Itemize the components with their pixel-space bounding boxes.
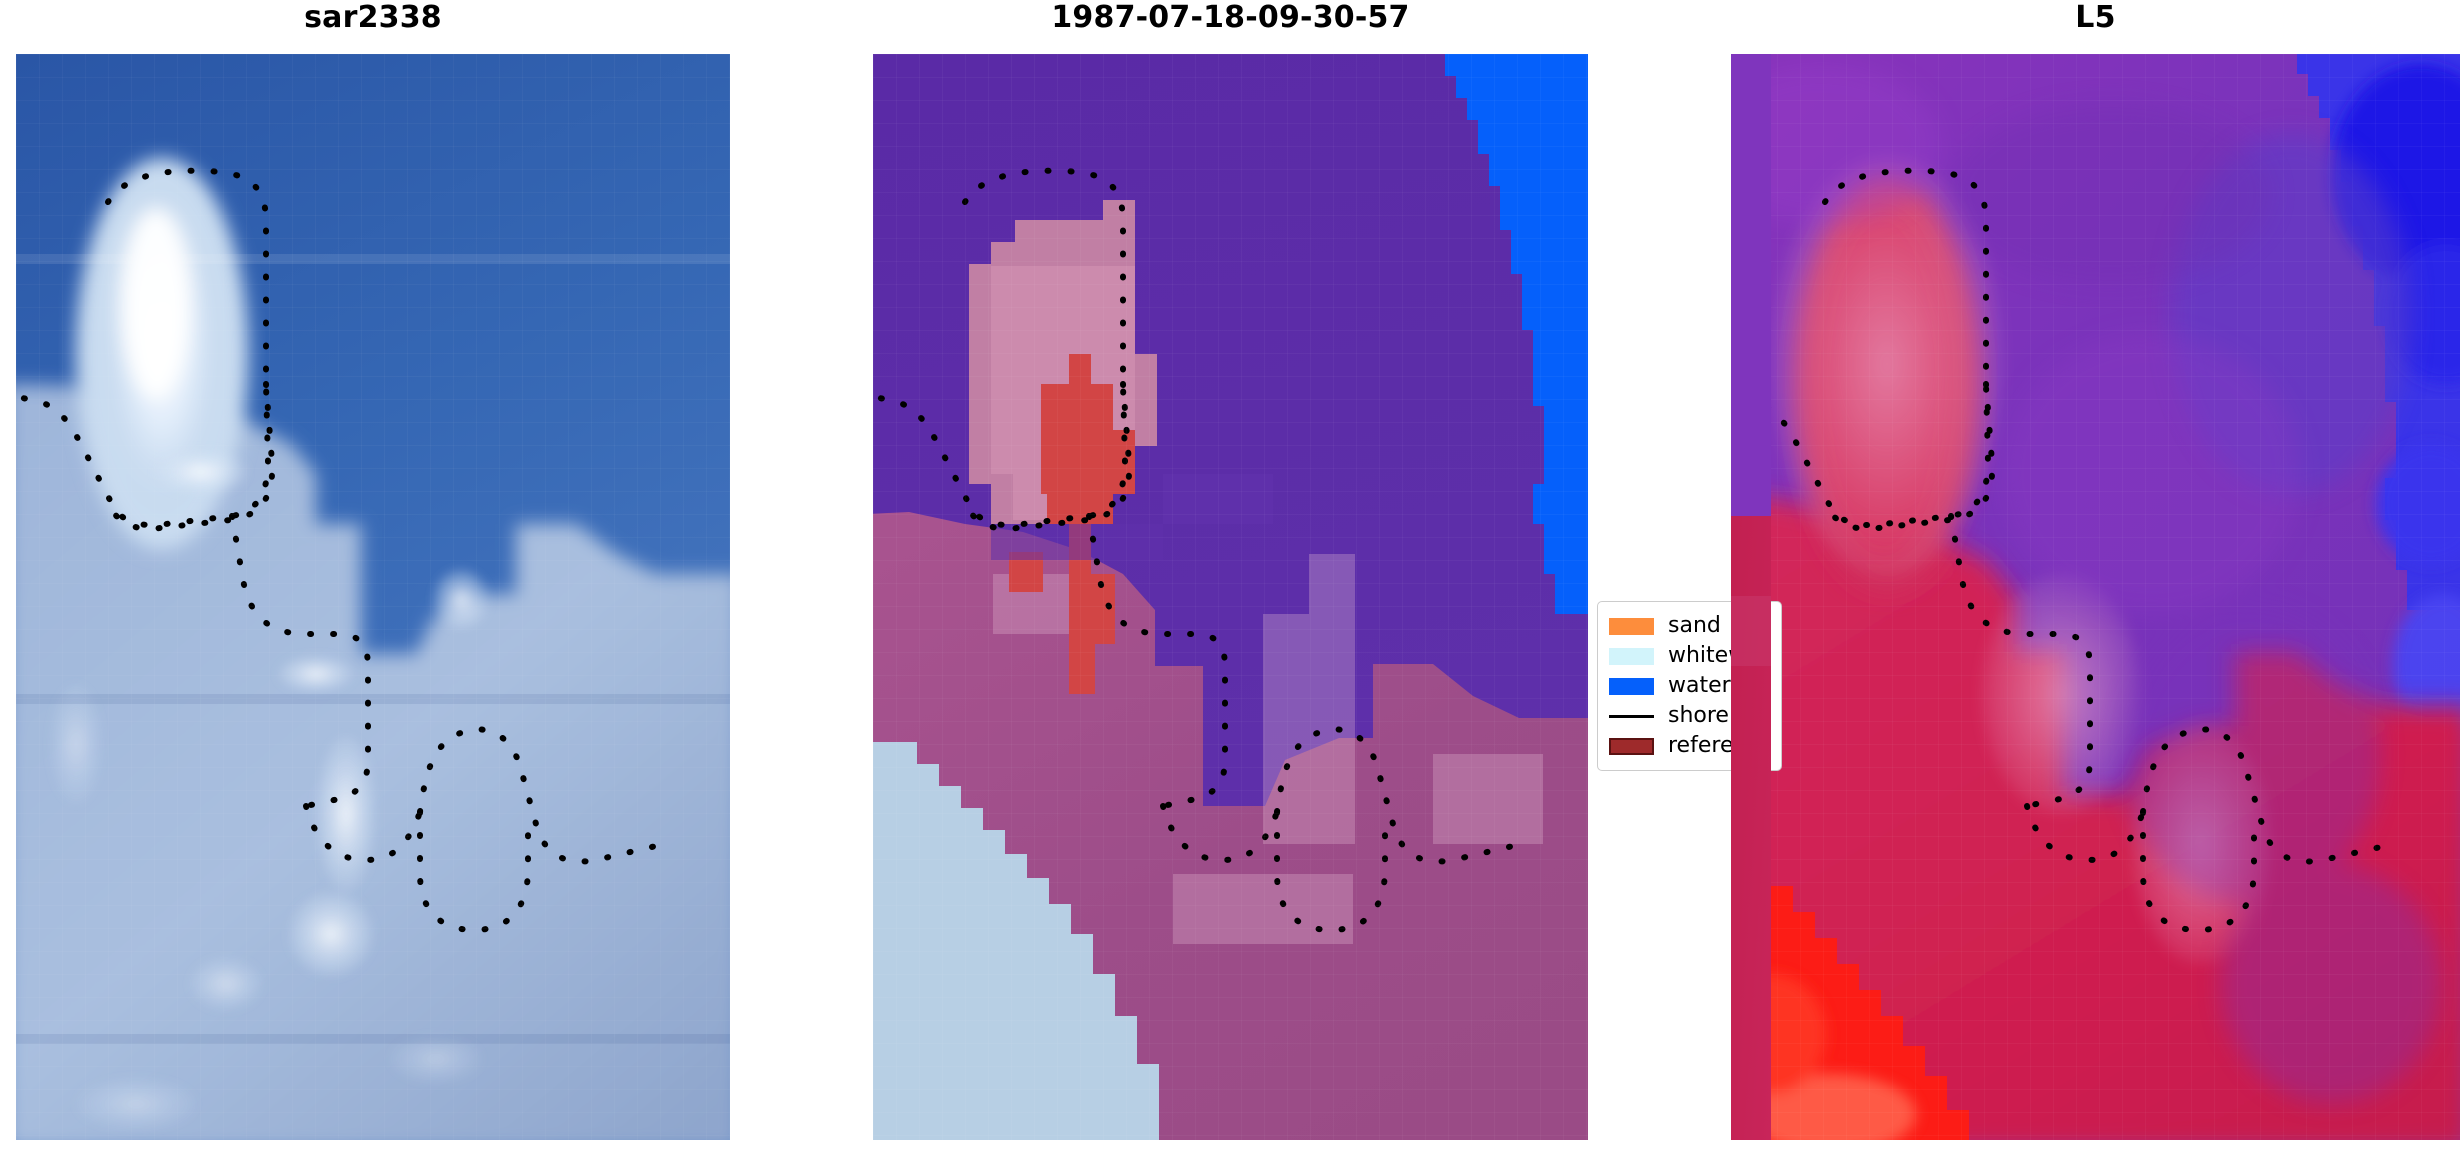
shoreline-overlay-sar <box>16 167 659 934</box>
legend-item-reference[interactable]: referen <box>1609 731 1771 761</box>
legend-item-sand[interactable]: sand <box>1609 611 1771 641</box>
legend-label-sand: sand <box>1668 613 1721 638</box>
shoreline-line-icon <box>1609 714 1654 718</box>
whitewater-swatch-icon <box>1609 647 1654 665</box>
panel-sar2338[interactable] <box>16 54 730 1140</box>
legend-label-water: water <box>1668 673 1731 698</box>
legend-label-whitewater: whitew <box>1668 643 1747 668</box>
sand-swatch-icon <box>1609 617 1654 635</box>
sar-land-mass <box>16 384 730 1140</box>
shoreline-overlay-classified <box>873 167 1516 934</box>
legend-label-shoreline: shoreli <box>1668 703 1742 728</box>
panel-classified[interactable] <box>873 54 1588 1140</box>
panel-title-l5: L5 <box>2075 0 2116 35</box>
l5-raster <box>1731 54 2460 1140</box>
legend-item-whitewater[interactable]: whitew <box>1609 641 1771 671</box>
panel-title-sar2338: sar2338 <box>304 0 442 35</box>
legend-item-shoreline[interactable]: shoreli <box>1609 701 1771 731</box>
sar-image <box>16 54 730 1140</box>
l5-image <box>1731 54 2460 1140</box>
legend-item-water[interactable]: water <box>1609 671 1771 701</box>
reference-swatch-icon <box>1609 737 1654 755</box>
legend[interactable]: sand whitew water shoreli referen <box>1597 601 1782 771</box>
water-swatch-icon <box>1609 677 1654 695</box>
reference-class-core <box>1041 354 1135 574</box>
shoreline-overlay-l5 <box>1731 167 2388 934</box>
classification-raster <box>873 54 1588 1140</box>
classified-image <box>873 54 1588 1140</box>
water-class-blue <box>1445 54 1588 614</box>
sar-raster <box>16 54 730 1140</box>
panel-title-classified: 1987-07-18-09-30-57 <box>1051 0 1410 35</box>
legend-label-reference: referen <box>1668 733 1748 758</box>
panel-l5[interactable] <box>1731 54 2460 1140</box>
